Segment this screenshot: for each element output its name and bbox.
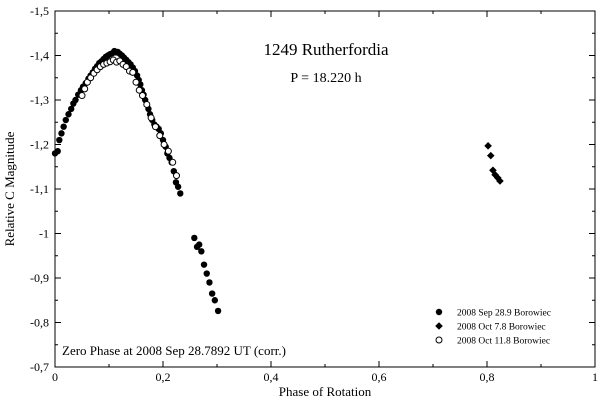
- chart-subtitle: P = 18.220 h: [290, 71, 361, 86]
- data-point: [206, 279, 213, 286]
- y-tick-label: -1,2: [30, 138, 49, 152]
- legend-label: 2008 Sep 28.9 Borowiec: [457, 309, 551, 319]
- data-point: [135, 86, 143, 94]
- data-point: [491, 170, 499, 179]
- y-tick-label: -1,5: [30, 4, 49, 18]
- data-point: [138, 92, 146, 100]
- data-point: [496, 177, 504, 185]
- chart-title: 1249 Rutherfordia: [263, 40, 389, 59]
- data-point: [160, 141, 168, 148]
- data-point: [164, 147, 172, 155]
- x-tick-label: 0: [52, 370, 58, 384]
- data-point: [484, 142, 492, 150]
- data-point: [56, 136, 63, 144]
- legend-marker: [435, 308, 443, 316]
- data-point: [174, 183, 182, 190]
- data-point: [58, 130, 65, 137]
- data-point: [211, 297, 219, 304]
- data-point: [151, 123, 159, 131]
- legend: 2008 Sep 28.9 Borowiec 2008 Oct 7.8 Borow…: [435, 309, 551, 347]
- y-tick-label: -0,9: [30, 271, 49, 285]
- x-axis-label: Phase of Rotation: [279, 384, 372, 399]
- data-point: [129, 68, 137, 76]
- data-point: [177, 190, 184, 197]
- data-point: [54, 147, 61, 155]
- data-point: [62, 116, 69, 124]
- legend-marker: [435, 336, 443, 344]
- x-axis: 0 0,2 0,4 0,6 0,8 1: [52, 11, 598, 384]
- y-tick-label: -1,4: [30, 49, 49, 63]
- data-point: [200, 261, 208, 268]
- x-tick-label: 0,8: [480, 370, 495, 384]
- x-tick-label: 0,4: [264, 370, 279, 384]
- data-point: [203, 270, 210, 277]
- data-points: [51, 47, 504, 315]
- y-tick-label: -1,3: [30, 93, 49, 107]
- data-point: [169, 158, 177, 166]
- data-point: [81, 85, 89, 93]
- y-axis: -1,5 -1,4 -1,3 -1,2 -1,1 -1 -0,9 -0,8 -0,7: [30, 4, 595, 374]
- data-point: [147, 114, 155, 122]
- data-point: [65, 111, 72, 118]
- data-point: [60, 123, 67, 130]
- y-tick-label: -1,1: [30, 182, 49, 196]
- y-tick-label: -0,8: [30, 316, 49, 330]
- data-point: [173, 172, 180, 180]
- data-point: [494, 174, 502, 182]
- data-point: [72, 96, 79, 104]
- data-point: [191, 234, 198, 242]
- y-axis-label: Relative C Magnitude: [2, 131, 17, 246]
- legend-marker: [435, 322, 443, 330]
- x-tick-label: 1: [592, 370, 598, 384]
- x-tick-label: 0,6: [372, 370, 387, 384]
- data-point: [195, 241, 203, 248]
- data-point: [214, 307, 222, 315]
- data-point: [208, 290, 216, 297]
- data-point: [68, 105, 75, 113]
- data-point: [78, 92, 86, 100]
- x-tick-label: 0,2: [156, 370, 171, 384]
- data-point: [132, 78, 140, 86]
- data-point: [198, 248, 205, 255]
- y-tick-label: -1: [39, 227, 49, 241]
- data-point: [143, 100, 151, 108]
- data-point: [156, 132, 164, 140]
- legend-label: 2008 Oct 7.8 Borowiec: [457, 323, 546, 333]
- y-tick-label: -0,7: [30, 360, 49, 374]
- legend-label: 2008 Oct 11.8 Borowiec: [457, 337, 550, 347]
- zero-phase-note: Zero Phase at 2008 Sep 28.7892 UT (corr.…: [62, 343, 286, 358]
- data-point: [486, 151, 495, 160]
